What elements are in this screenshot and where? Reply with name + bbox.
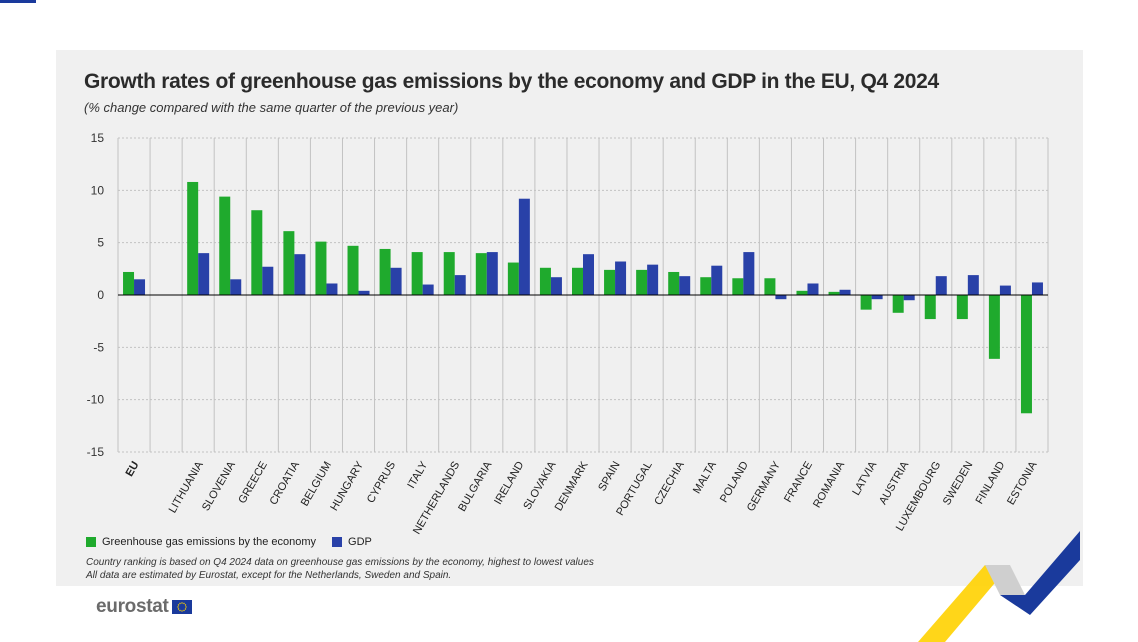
chart-subtitle: (% change compared with the same quarter… — [84, 100, 459, 115]
logo-text: eurostat — [96, 596, 169, 617]
bar-ghg — [604, 269, 616, 295]
chart-title: Growth rates of greenhouse gas emissions… — [84, 70, 939, 93]
bar-ghg — [924, 295, 936, 320]
bar-ghg — [764, 278, 776, 295]
bar-gdp — [422, 284, 434, 295]
y-tick-label: 15 — [91, 131, 105, 145]
bar-gdp — [1031, 282, 1043, 295]
bar-gdp — [647, 264, 659, 295]
eurostat-logo: eurostat — [96, 596, 192, 618]
bar-gdp — [679, 276, 691, 295]
bar-gdp — [358, 290, 370, 295]
bar-ghg — [507, 262, 519, 295]
bar-ghg — [219, 196, 231, 295]
bar-gdp — [326, 283, 338, 295]
bar-ghg — [123, 271, 135, 295]
footnote-estimates: All data are estimated by Eurostat, exce… — [86, 570, 452, 581]
bar-ghg — [988, 295, 1000, 359]
bar-gdp — [390, 267, 402, 295]
bar-ghg — [539, 267, 551, 295]
bar-gdp — [486, 252, 498, 295]
bar-gdp — [711, 265, 723, 295]
bar-ghg — [732, 278, 744, 295]
bar-gdp — [294, 254, 306, 295]
bar-gdp — [518, 198, 530, 295]
chart-legend: Greenhouse gas emissions by the economy … — [86, 536, 388, 548]
bar-gdp — [454, 275, 466, 295]
bar-ghg — [251, 210, 263, 295]
bar-gdp — [134, 279, 146, 295]
legend-swatch-gdp — [332, 537, 343, 547]
bar-gdp — [903, 295, 915, 301]
bar-ghg — [572, 267, 583, 295]
bar-gdp — [550, 277, 562, 295]
y-tick-label: -15 — [87, 445, 105, 459]
bar-ghg — [828, 291, 840, 295]
bar-gdp — [967, 275, 979, 295]
legend-swatch-ghg — [86, 537, 96, 547]
legend-label-gdp: GDP — [348, 536, 372, 548]
legend-label-ghg: Greenhouse gas emissions by the economy — [102, 536, 317, 548]
bar-ghg — [187, 181, 199, 295]
bar-gdp — [839, 289, 851, 295]
legend-item-gdp: GDP — [332, 536, 372, 548]
bar-ghg — [700, 277, 712, 295]
bar-gdp — [999, 285, 1011, 295]
bar-gdp — [871, 295, 883, 300]
bar-ghg — [347, 245, 359, 295]
bar-gdp — [230, 279, 242, 295]
corner-accent-bar — [0, 0, 36, 3]
bar-ghg — [860, 295, 872, 310]
chart-panel — [56, 50, 1083, 586]
y-tick-label: 0 — [97, 288, 104, 302]
y-tick-label: 5 — [97, 236, 104, 250]
bar-ghg — [283, 231, 295, 295]
bar-ghg — [475, 253, 487, 295]
bar-ghg — [315, 241, 327, 295]
bar-ghg — [636, 269, 648, 295]
bar-gdp — [807, 283, 819, 295]
bar-gdp — [743, 252, 755, 295]
eu-flag-icon — [171, 600, 192, 614]
bar-gdp — [583, 254, 594, 295]
bar-ghg — [796, 290, 808, 295]
bar-ghg — [956, 295, 968, 320]
footnote-ranking: Country ranking is based on Q4 2024 data… — [86, 557, 594, 568]
bar-gdp — [198, 253, 210, 295]
bar-ghg — [379, 248, 391, 295]
bar-gdp — [935, 276, 947, 295]
bar-ghg — [668, 271, 680, 295]
bar-gdp — [615, 261, 627, 295]
bar-ghg — [1020, 295, 1032, 414]
y-tick-label: -5 — [93, 340, 104, 354]
bar-ghg — [892, 295, 904, 313]
bar-gdp — [775, 295, 787, 300]
bar-ghg — [443, 252, 455, 295]
legend-item-ghg: Greenhouse gas emissions by the economy — [86, 536, 316, 548]
y-tick-label: -10 — [87, 393, 105, 407]
y-tick-label: 10 — [91, 183, 105, 197]
bar-ghg — [411, 252, 423, 295]
bar-gdp — [262, 266, 274, 295]
